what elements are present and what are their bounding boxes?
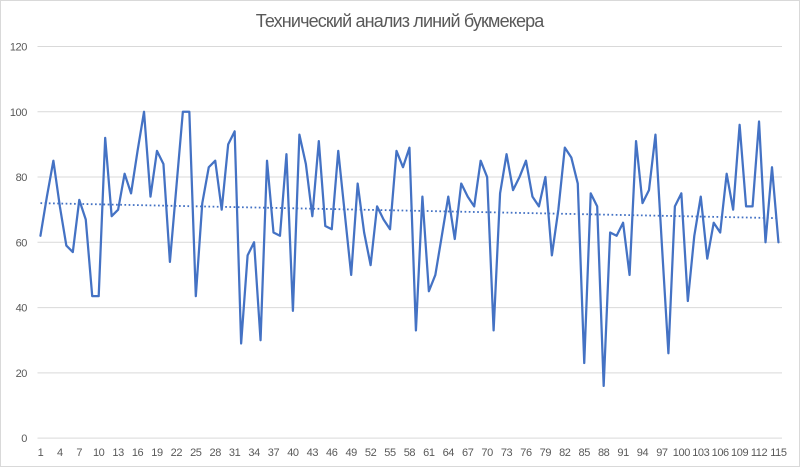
svg-text:43: 43 [307, 447, 319, 459]
svg-text:52: 52 [365, 447, 377, 459]
svg-text:40: 40 [16, 303, 28, 315]
svg-text:22: 22 [171, 447, 183, 459]
svg-text:100: 100 [673, 447, 690, 459]
svg-text:94: 94 [637, 447, 649, 459]
svg-text:60: 60 [16, 237, 28, 249]
svg-text:37: 37 [268, 447, 280, 459]
svg-text:85: 85 [579, 447, 591, 459]
svg-text:Технический анализ линий букме: Технический анализ линий букмекера [256, 11, 546, 31]
svg-text:70: 70 [481, 447, 493, 459]
svg-text:109: 109 [731, 447, 748, 459]
svg-text:0: 0 [21, 433, 27, 445]
svg-text:73: 73 [501, 447, 513, 459]
svg-text:20: 20 [16, 368, 28, 380]
svg-text:7: 7 [76, 447, 82, 459]
svg-text:115: 115 [770, 447, 787, 459]
svg-text:4: 4 [57, 447, 63, 459]
svg-text:91: 91 [617, 447, 629, 459]
svg-text:100: 100 [10, 107, 27, 119]
svg-text:28: 28 [210, 447, 222, 459]
svg-text:112: 112 [751, 447, 768, 459]
svg-text:120: 120 [10, 42, 27, 54]
svg-text:1: 1 [38, 447, 44, 459]
svg-text:46: 46 [326, 447, 338, 459]
svg-text:58: 58 [404, 447, 416, 459]
svg-text:13: 13 [112, 447, 124, 459]
svg-text:88: 88 [598, 447, 610, 459]
svg-text:79: 79 [540, 447, 552, 459]
svg-text:49: 49 [345, 447, 357, 459]
svg-text:103: 103 [692, 447, 709, 459]
svg-text:106: 106 [712, 447, 729, 459]
svg-text:82: 82 [559, 447, 571, 459]
svg-text:31: 31 [229, 447, 241, 459]
svg-text:34: 34 [248, 447, 260, 459]
svg-text:16: 16 [132, 447, 144, 459]
svg-text:55: 55 [384, 447, 396, 459]
svg-text:67: 67 [462, 447, 474, 459]
svg-text:64: 64 [443, 447, 455, 459]
svg-text:40: 40 [287, 447, 299, 459]
svg-text:25: 25 [190, 447, 202, 459]
svg-text:10: 10 [93, 447, 105, 459]
svg-text:97: 97 [656, 447, 668, 459]
svg-text:19: 19 [151, 447, 163, 459]
svg-text:61: 61 [423, 447, 435, 459]
svg-text:76: 76 [520, 447, 532, 459]
svg-text:80: 80 [16, 172, 28, 184]
